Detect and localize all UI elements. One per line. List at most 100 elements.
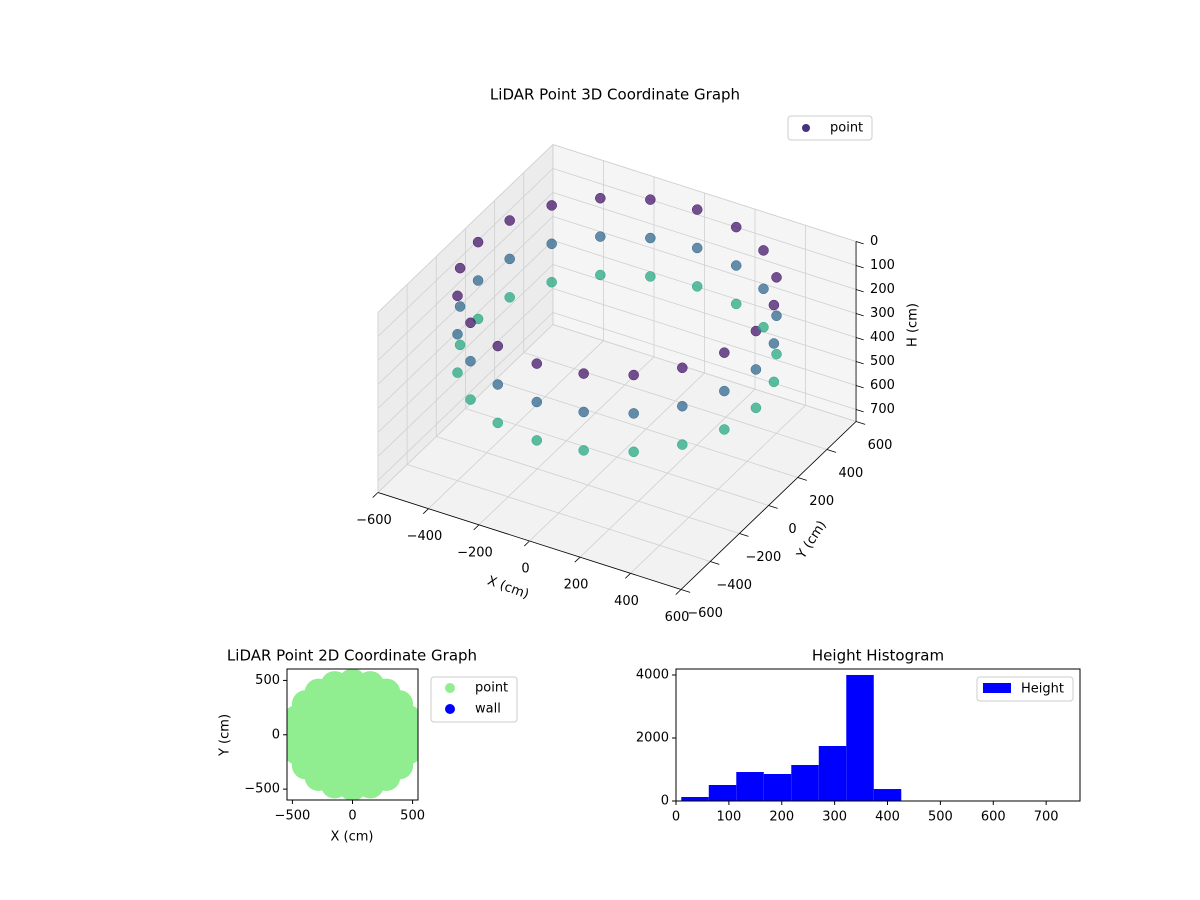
point: [578, 406, 589, 418]
tick-mark: [739, 533, 749, 537]
x-tick-label: 400: [614, 594, 639, 609]
grid-line: [377, 168, 554, 337]
point: [531, 435, 543, 446]
y-tick-label: −600: [687, 606, 723, 621]
tick-mark: [855, 409, 864, 413]
chart-title: Height Histogram: [812, 647, 944, 665]
point: [472, 236, 484, 248]
point: [531, 396, 543, 408]
plot-area: [287, 669, 418, 800]
x-tick-label: 0: [672, 810, 680, 825]
y-tick-label: 4000: [636, 667, 669, 682]
x-tick-label: 0: [521, 562, 529, 577]
grid-line: [552, 192, 857, 290]
point: [719, 385, 730, 397]
bar: [681, 796, 709, 801]
x-tick-label: 400: [875, 810, 900, 825]
point: [677, 400, 688, 412]
legend-box: [787, 115, 873, 141]
tick-mark: [574, 556, 581, 563]
tick-mark: [855, 421, 866, 425]
z-tick-label: 400: [870, 330, 895, 345]
point: [546, 276, 557, 288]
chart-title: LiDAR Point 2D Coordinate Graph: [227, 647, 477, 665]
point: [771, 348, 782, 360]
grid-line: [377, 288, 554, 457]
point: [691, 281, 703, 292]
point: [730, 260, 742, 271]
x-tick-label: 200: [769, 810, 794, 825]
point: [750, 364, 762, 375]
point: [393, 736, 418, 765]
y-tick-label: 0: [788, 522, 796, 537]
point: [546, 238, 557, 250]
bar: [791, 764, 819, 801]
tick-mark: [826, 449, 837, 453]
grid-line: [377, 216, 554, 385]
point: [768, 376, 780, 388]
grid-line: [377, 144, 554, 313]
y-tick-label: −500: [244, 782, 280, 797]
point: [719, 347, 730, 358]
point: [771, 310, 782, 321]
point: [750, 402, 762, 414]
legend-marker: [802, 124, 810, 132]
point: [492, 340, 504, 352]
z-tick-label: 700: [870, 402, 895, 417]
x-tick-label: 0: [348, 809, 356, 824]
tick-mark: [855, 361, 864, 365]
point: [758, 245, 769, 256]
tick-mark: [855, 313, 864, 317]
point: [578, 368, 589, 379]
bar: [763, 774, 792, 801]
y-tick-label: 0: [272, 727, 280, 742]
grid-line: [465, 408, 769, 506]
tick-mark: [855, 265, 864, 269]
point: [677, 439, 688, 450]
tick-mark: [768, 505, 778, 509]
bar: [818, 745, 847, 801]
point: [719, 424, 730, 435]
tick-mark: [473, 524, 480, 531]
legend-label: wall: [475, 702, 501, 717]
bar: [736, 772, 764, 801]
x-tick-label: 700: [1034, 810, 1059, 825]
x-tick-label: 300: [822, 810, 847, 825]
tick-mark: [625, 573, 631, 579]
x-tick-label: −600: [356, 513, 392, 528]
legend-patch: [983, 683, 1011, 693]
point: [768, 338, 780, 349]
point: [504, 215, 515, 226]
tick-mark: [422, 508, 429, 514]
x-tick-label: 500: [400, 809, 425, 824]
tick-mark: [710, 561, 720, 565]
axis-line: [377, 492, 682, 590]
legend-marker: [445, 704, 455, 714]
bar: [873, 789, 902, 801]
point: [454, 262, 466, 274]
point: [452, 367, 463, 378]
tick-mark: [855, 337, 864, 341]
grid-line: [552, 264, 857, 362]
point: [492, 379, 504, 390]
axis-line: [680, 421, 857, 590]
grid-line: [552, 240, 857, 338]
point: [454, 339, 466, 351]
point: [758, 321, 769, 333]
legend-label: Height: [1021, 682, 1064, 697]
point: [452, 290, 463, 302]
tick-mark: [675, 589, 682, 595]
point: [504, 292, 515, 303]
point: [595, 269, 606, 281]
tick-mark: [855, 385, 864, 389]
point: [628, 369, 639, 381]
y-tick-label: 0: [661, 794, 669, 809]
y-tick-label: 200: [809, 494, 834, 509]
point: [691, 242, 703, 254]
y-tick-label: −400: [716, 578, 752, 593]
x-tick-label: 200: [564, 578, 589, 593]
grid-line: [552, 144, 857, 242]
point: [595, 231, 606, 242]
grid-line: [377, 264, 554, 433]
legend-label: point: [830, 121, 863, 136]
